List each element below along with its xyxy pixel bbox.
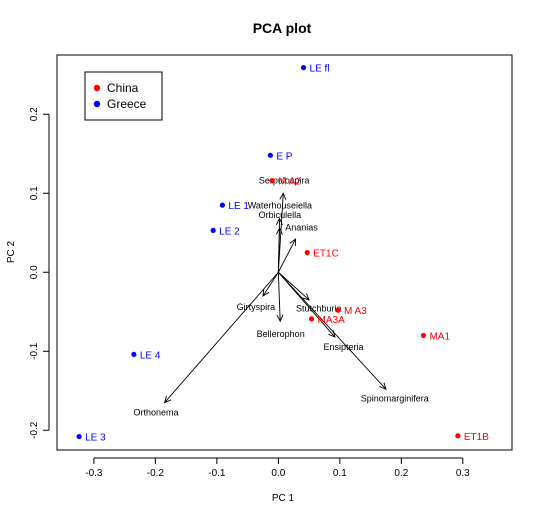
point-label: M A2 [278,177,301,188]
loading-label: Waterhouseiella [248,201,312,211]
data-point [210,227,216,233]
loading-arrowhead [302,293,310,301]
loading-label: Ananias [285,223,318,233]
loading-arrowhead [275,226,283,235]
loading-arrow [278,271,310,301]
y-tick-label: -0.2 [29,421,40,439]
y-axis: -0.2 -0.1 0.0 0.1 0.2 [29,107,50,439]
loading-arrowhead [276,314,284,323]
plot-box [56,54,513,451]
x-tick-label: 0.3 [456,468,470,479]
point-label: E P [276,151,292,162]
loading-arrow [262,272,279,297]
y-tick-label: 0.1 [29,186,40,200]
loading-arrowhead [379,382,387,390]
chart-title: PCA plot [253,20,312,36]
point-label: LE 1 [228,201,249,212]
x-tick-label: -0.3 [85,468,103,479]
data-point [76,433,82,440]
point-label: LE 3 [85,433,106,444]
legend-marker [93,100,101,108]
data-point [308,316,315,322]
loading-arrow [277,193,284,273]
point-label: LE 2 [219,226,240,237]
loading-arrow [277,227,281,273]
y-axis-label: PC 2 [6,240,17,263]
loading-label: Bellerophon [257,329,305,339]
loading-arrowhead [279,192,287,200]
legend-marker [93,84,101,92]
x-axis-label: PC 1 [272,493,295,504]
data-point [131,351,137,358]
legend-label: Greece [107,97,147,111]
data-point [219,202,225,208]
loading-label: Orbiculella [259,210,302,220]
data-point [420,332,427,339]
loading-label: Spinomarginifera [361,394,429,404]
legend-label: China [107,81,139,95]
point-label: MA3A [318,315,346,326]
loading-arrowhead [275,217,283,226]
y-tick-label: 0.0 [29,265,40,279]
loading-arrow [277,272,281,322]
x-tick-label: -0.2 [147,468,165,479]
data-point [455,433,461,439]
loading-label: Girtyspira [237,302,276,312]
x-tick-label: 0.2 [394,468,408,479]
legend: China Greece [84,71,163,121]
loading-label: Serpulospira [259,175,310,185]
x-tick-label: 0.1 [333,468,347,479]
loading-label: Ensipteria [323,342,363,352]
legend-box [84,71,163,121]
loading-arrow [277,238,296,273]
x-tick-label: -0.1 [208,468,226,479]
loading-label: Stutchburia [296,304,342,314]
y-tick-label: -0.1 [29,342,40,360]
loading-arrowhead [163,395,172,404]
data-point [269,178,275,184]
loading-arrow [278,271,387,390]
loading-arrowhead [262,288,270,297]
loading-arrowhead [289,238,297,247]
point-label: M A3 [344,306,367,317]
loading-label: Orthonema [134,407,179,417]
point-label: MA1 [429,331,450,342]
x-axis: -0.3 -0.2 -0.1 0.0 0.1 0.2 0.3 [85,457,470,479]
data-point [267,152,273,158]
loading-arrow [164,271,279,403]
point-label: LE fl [310,64,330,75]
y-tick-label: 0.2 [29,107,40,121]
x-tick-label: 0.0 [271,468,285,479]
point-label: ET1B [464,432,489,443]
data-point [335,307,341,313]
data-point [304,249,310,256]
point-label: LE 4 [140,350,161,361]
data-point [300,65,307,71]
point-label: ET1C [313,249,339,260]
